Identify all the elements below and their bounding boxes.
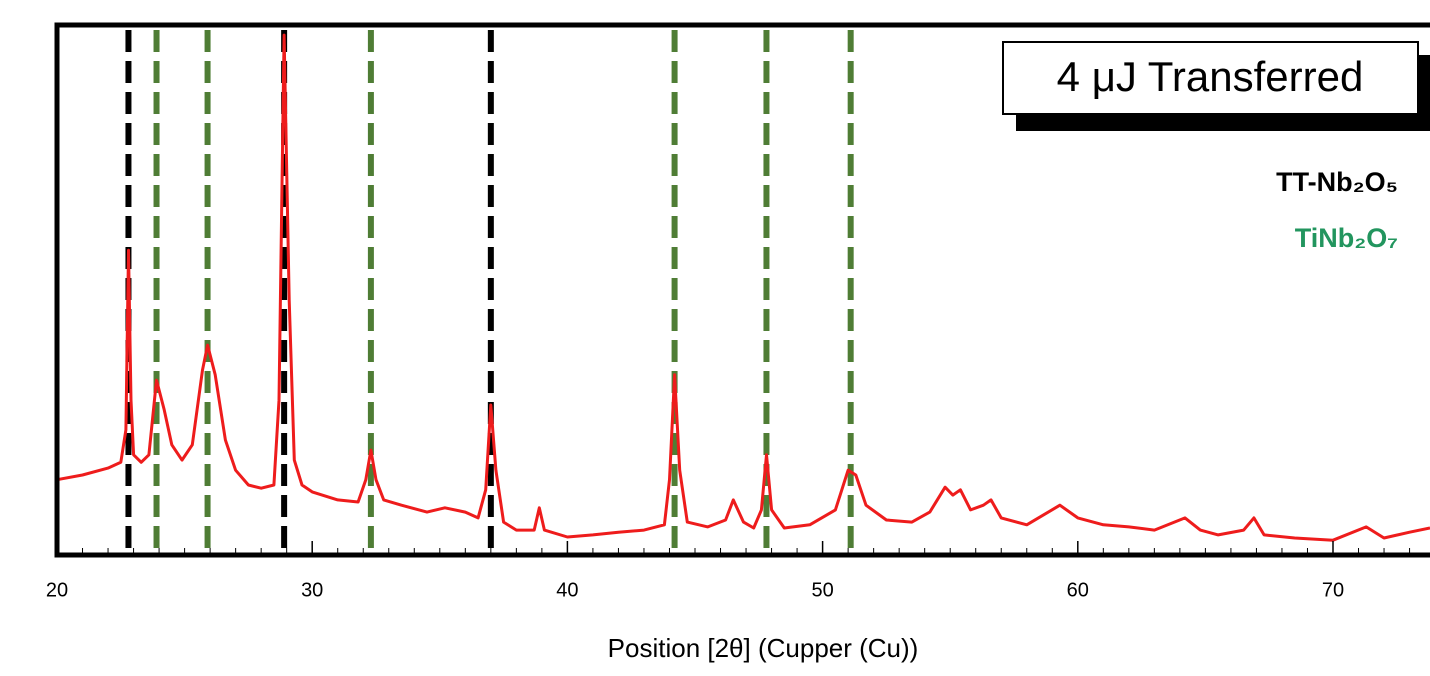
x-tick-label: 70: [1322, 579, 1344, 601]
annotation: 4 μJ Transferred: [1057, 53, 1364, 100]
plot-frame: [54, 22, 1430, 558]
x-tick-label: 60: [1067, 579, 1089, 601]
annotation-box: [1002, 41, 1419, 115]
plot-area: [56, 33, 1430, 542]
x-tick-label: 50: [811, 579, 833, 601]
legend-entry: TT-Nb₂O₅: [1276, 167, 1398, 197]
reference-lines: [125, 30, 854, 555]
legend-entry: TiNb₂O₇: [1295, 223, 1398, 253]
x-tick-label: 20: [46, 579, 68, 601]
x-tick-label: 40: [556, 579, 578, 601]
x-axis-label: Position [2θ] (Cupper (Cu)): [608, 633, 919, 663]
x-tick-label: 30: [301, 579, 323, 601]
x-axis: 20 30 40 50 60 70: [46, 541, 1411, 601]
data-line: [56, 33, 1430, 542]
